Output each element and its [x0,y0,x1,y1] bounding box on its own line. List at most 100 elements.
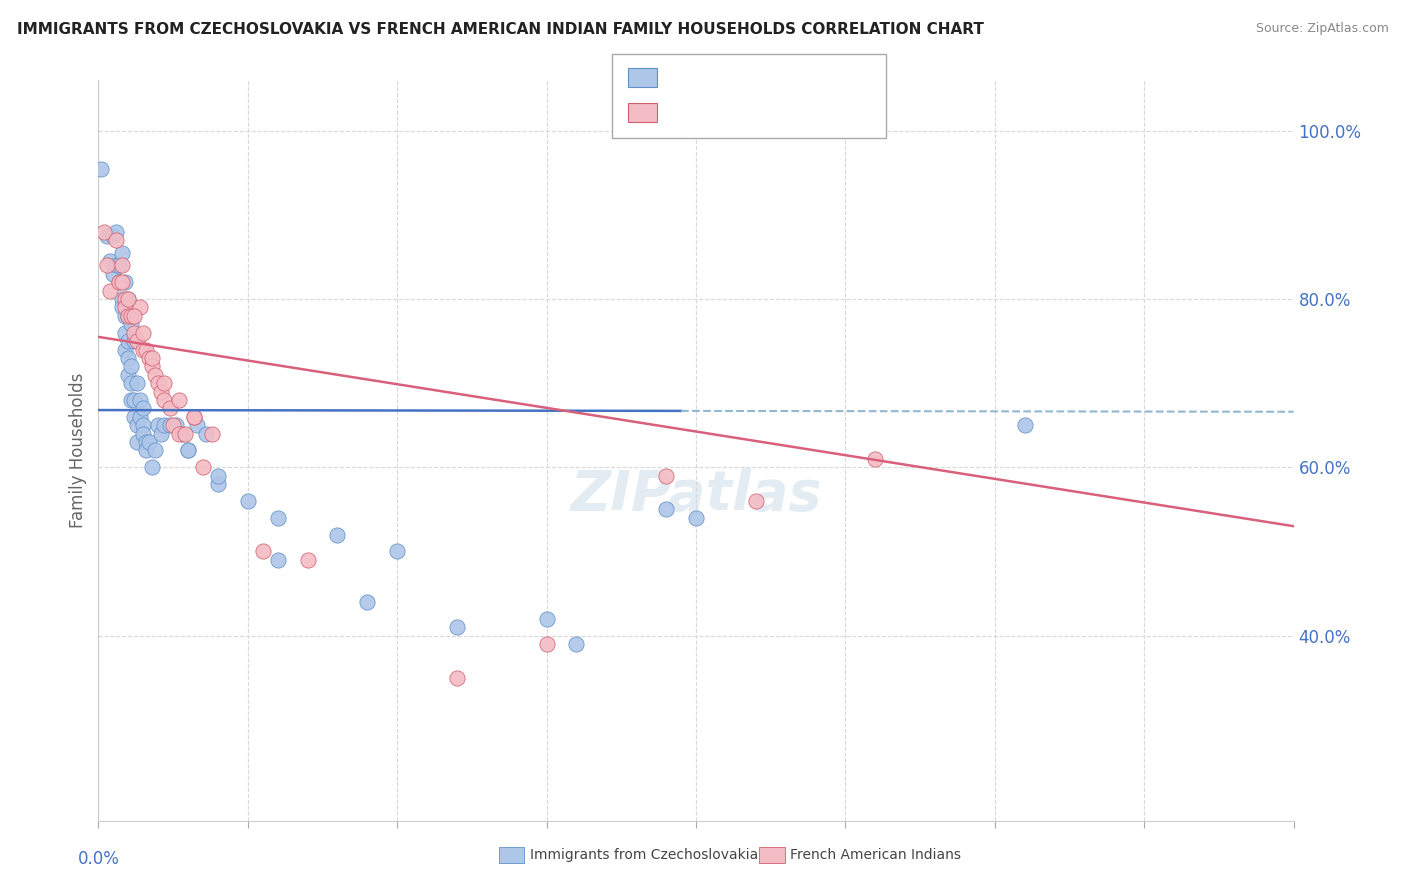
Point [236,494,259,508]
Point [186,418,208,433]
Point [191,460,214,475]
Point [148,376,170,391]
Point [141,359,163,374]
Point [117,334,139,348]
Point [135,443,157,458]
Point [120,376,142,391]
Point [114,301,136,315]
Point [111,245,134,260]
Point [201,426,224,441]
Point [105,259,128,273]
Point [172,426,194,441]
Text: 0.0%: 0.0% [77,850,120,868]
Point [183,409,205,424]
Point [124,409,146,424]
Point [655,468,678,483]
Point [141,351,163,365]
Point [165,418,187,433]
Point [150,426,173,441]
Point [132,343,155,357]
Text: ZIPatlas: ZIPatlas [571,468,821,522]
Point [162,418,184,433]
Point [124,334,146,348]
Point [129,392,152,407]
Point [127,376,149,391]
Point [117,292,139,306]
Y-axis label: Family Households: Family Households [69,373,87,528]
Point [108,275,131,289]
Text: R = −0.002  N = 65: R = −0.002 N = 65 [668,69,834,87]
Point [114,343,136,357]
Point [127,334,149,348]
Point [93,225,115,239]
Point [195,426,218,441]
Point [446,620,468,634]
Point [114,275,136,289]
Point [143,443,166,458]
Point [132,401,155,416]
Point [141,460,163,475]
Point [96,228,118,243]
Point [153,392,176,407]
Text: R = −0.204  N = 43: R = −0.204 N = 43 [668,103,834,121]
Point [111,301,134,315]
Point [153,376,176,391]
Point [297,553,319,567]
Point [117,309,139,323]
Point [120,318,142,332]
Point [267,510,290,524]
Point [132,426,155,441]
Point [117,351,139,365]
Point [108,259,131,273]
Point [135,343,157,357]
Point [207,468,229,483]
Point [114,326,136,340]
Point [117,292,139,306]
Point [117,309,139,323]
Text: Source: ZipAtlas.com: Source: ZipAtlas.com [1256,22,1389,36]
Point [356,595,378,609]
Point [98,284,122,298]
Point [127,418,149,433]
Point [124,309,146,323]
Point [536,637,558,651]
Point [159,418,181,433]
Point [111,275,134,289]
Point [114,292,136,306]
Point [117,368,139,382]
Point [124,326,146,340]
Point [177,443,200,458]
Point [148,418,170,433]
Point [138,351,160,365]
Point [385,544,409,558]
Point [143,368,166,382]
Point [127,435,149,450]
Point [326,527,349,541]
Point [105,233,128,247]
Point [120,392,142,407]
Point [252,544,274,558]
Text: Immigrants from Czechoslovakia: Immigrants from Czechoslovakia [530,848,758,863]
Point [114,309,136,323]
Point [96,259,118,273]
Point [150,384,173,399]
Point [124,392,146,407]
Point [745,494,768,508]
Point [685,510,707,524]
Point [111,292,134,306]
Point [153,418,176,433]
Point [174,426,197,441]
Point [111,259,134,273]
Point [267,553,290,567]
Point [129,301,152,315]
Point [167,426,190,441]
Point [105,225,128,239]
Point [177,443,200,458]
Text: IMMIGRANTS FROM CZECHOSLOVAKIA VS FRENCH AMERICAN INDIAN FAMILY HOUSEHOLDS CORRE: IMMIGRANTS FROM CZECHOSLOVAKIA VS FRENCH… [17,22,984,37]
Point [98,254,122,268]
Point [135,435,157,450]
Point [90,161,112,176]
Point [132,418,155,433]
Point [167,392,190,407]
Point [446,671,468,685]
